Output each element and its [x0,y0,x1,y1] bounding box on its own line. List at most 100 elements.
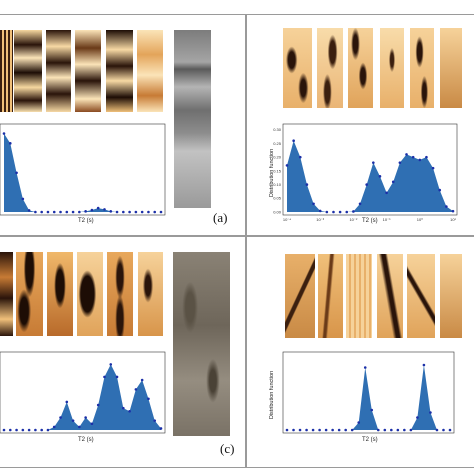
y-tick-label: 0.25 [273,141,282,146]
data-point [403,428,406,432]
data-point [96,206,100,210]
data-point [318,209,322,213]
x-tick-label: 10¹ [450,217,456,222]
data-point [385,191,388,195]
data-point [15,428,18,432]
chart-top-right: 0.00 0.05 0.10 0.15 0.20 0.25 0.30 10⁻⁴ 10⁻³ 10⁻… [273,123,458,222]
data-point [311,428,315,432]
data-point [352,210,355,213]
y-axis-label: Distribution function [269,148,275,198]
data-point [422,363,426,367]
data-point [122,210,125,214]
data-point [378,175,382,178]
data-point [103,208,106,211]
y-tick-label: 0.30 [273,127,282,132]
data-point [90,208,94,212]
data-point [34,210,37,214]
data-point [109,210,113,213]
data-point [448,428,452,432]
x-axis-label: T2 (s) [362,437,378,443]
x-tick-label: 10⁻¹ [383,217,392,222]
core-image-strip [137,30,163,112]
data-point [405,153,408,156]
core-image-strip [410,28,434,108]
panel-label-a: (a) [213,210,228,225]
data-point [159,427,163,430]
data-point [305,183,309,186]
data-point [292,428,295,432]
distribution-area [4,133,161,212]
data-point [451,209,455,213]
data-point [318,428,321,432]
data-point [411,155,415,159]
core-image-strip [377,254,403,338]
data-point [442,428,445,432]
data-point [357,421,361,424]
panel-label-c: (c) [220,441,235,456]
data-point [285,428,289,432]
core-image-strip [107,252,133,336]
data-point [292,139,295,143]
data-point [383,428,387,432]
data-point [365,183,368,186]
x-tick-label: 10⁰ [417,217,423,222]
data-point [71,210,75,214]
data-point [153,419,157,422]
data-point [305,428,308,432]
data-point [128,409,131,413]
panel-c-frame [0,236,246,468]
data-point [96,403,100,407]
data-point [325,210,329,214]
core-image-strip [75,30,101,112]
core-photo [174,30,211,208]
data-point [15,171,18,175]
data-point [140,210,144,214]
core-image-strip [14,30,42,112]
core-image-strip [138,252,163,336]
data-point [122,406,125,410]
plot-frame [0,123,166,216]
chart-bottom-right [282,351,455,434]
chart-bottom-left [0,351,166,434]
data-point [445,205,448,208]
distribution-area [4,364,161,430]
data-point [65,400,69,404]
core-image-strip [106,30,133,112]
x-axis-label: T2 (s) [78,437,94,443]
chart-top-left [0,123,166,216]
distribution-area [287,140,453,212]
data-point [435,428,439,432]
data-point [331,428,334,432]
data-point [298,155,302,159]
distribution-area [287,365,450,430]
data-point [109,363,113,366]
data-point [46,210,50,214]
data-point [372,161,375,164]
data-point [46,428,50,432]
y-tick-label: 0.15 [273,168,282,173]
core-image-strip [285,254,315,338]
data-point [71,419,75,422]
data-point [324,428,328,432]
y-axis-label: Distribution function [269,370,275,420]
core-image-strip [318,254,343,338]
data-point [21,428,25,432]
data-point [370,408,374,412]
data-point [134,388,138,391]
panel-a-frame [0,14,246,236]
data-point [398,161,402,164]
data-point [338,210,342,214]
data-point [358,202,362,206]
data-point [147,210,150,214]
data-point [52,210,56,214]
core-image-strip [77,252,103,336]
data-point [40,428,43,432]
core-image-strip [283,28,312,108]
data-point [84,416,87,419]
data-point [21,197,25,201]
data-point [390,428,393,432]
data-point [332,210,335,214]
core-image-strip [380,28,404,108]
data-point [159,210,163,214]
core-image-strip [47,252,73,336]
